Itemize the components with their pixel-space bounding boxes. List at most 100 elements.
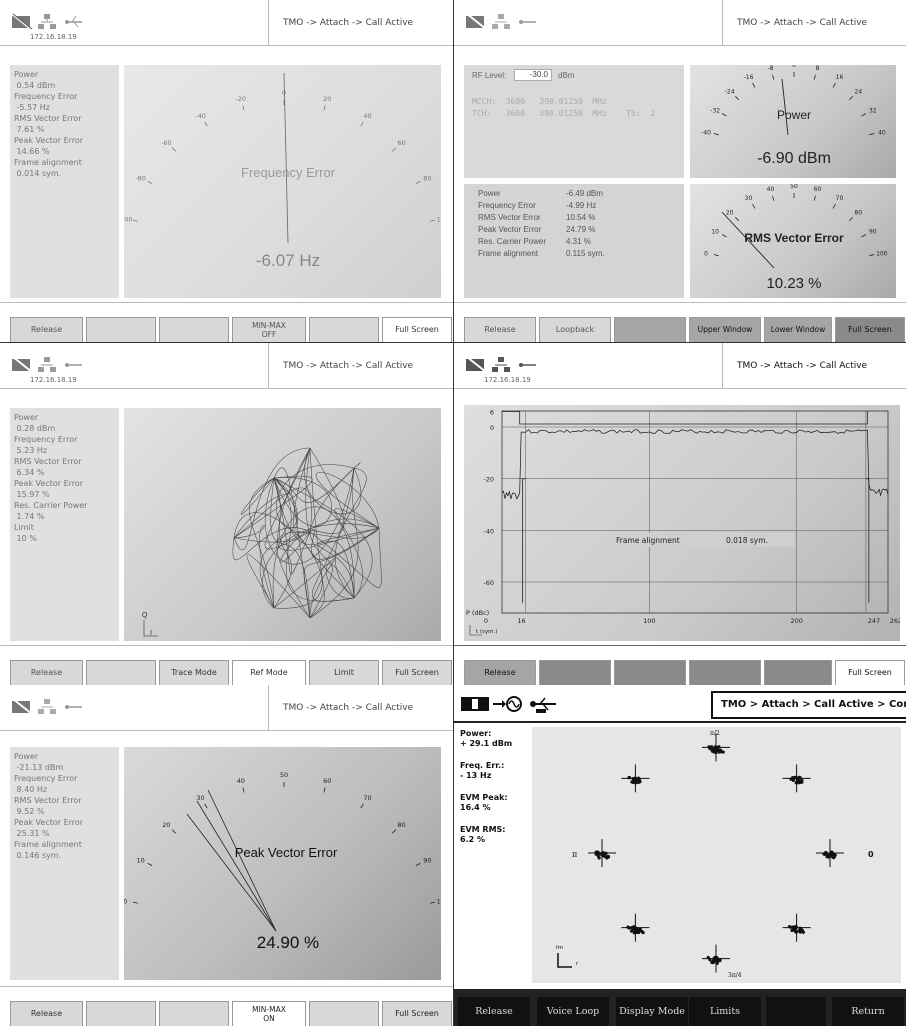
- softkey-2[interactable]: [86, 1001, 156, 1026]
- monitor-off-icon: [11, 13, 33, 31]
- y-axis-label: P (dBc): [466, 609, 489, 617]
- trace-curve: [273, 467, 355, 503]
- scale-label: -40: [195, 112, 206, 120]
- full-screen-button[interactable]: Full Screen: [382, 660, 452, 685]
- limit-button[interactable]: Limit: [309, 660, 379, 685]
- min-max-button[interactable]: MIN-MAX ON: [232, 1001, 306, 1026]
- connection-icons: [11, 13, 82, 31]
- reading-line: Frame alignment: [14, 840, 82, 849]
- reading-line: EVM RMS:: [460, 825, 506, 834]
- voice-loop-button[interactable]: Voice Loop: [537, 997, 609, 1026]
- softkey-5[interactable]: [309, 1001, 379, 1026]
- full-screen-button[interactable]: Full Screen: [382, 317, 452, 342]
- full-screen-button[interactable]: Full Screen: [835, 660, 905, 685]
- release-button[interactable]: Release: [10, 660, 83, 685]
- header-bar: 172.16.18.19 TMO -> Attach -> Call Activ…: [454, 343, 906, 389]
- reading-line: Power: [14, 70, 39, 79]
- three-pi-quarter-label: 3π/4: [728, 972, 742, 979]
- scale-label: -16: [744, 74, 754, 81]
- scale-tick: [242, 787, 245, 793]
- readings-box: Power -6.49 dBm Frequency Error -4.99 Hz RMS…: [464, 184, 684, 298]
- min-max-label: MIN-MAX: [252, 1005, 286, 1014]
- connection-icons: [466, 13, 536, 30]
- scale-tick: [832, 82, 836, 88]
- symbol-point: [636, 776, 641, 780]
- reading-row: Frequency Error -4.99 Hz: [478, 200, 684, 212]
- ref-mode-button[interactable]: Ref Mode: [232, 660, 306, 685]
- scale-label: 80: [398, 821, 406, 829]
- reading-row: Res. Carrier Power 4.31 %: [478, 236, 684, 248]
- trace-curve: [309, 467, 359, 619]
- lower-window-button[interactable]: Lower Window: [764, 317, 832, 342]
- release-button[interactable]: Release: [464, 660, 536, 685]
- reading-line: Limit: [14, 523, 34, 532]
- scale-tick: [869, 133, 875, 136]
- scale-label: 16: [836, 74, 844, 81]
- full-screen-button[interactable]: Full Screen: [382, 1001, 452, 1026]
- limit-line: [522, 478, 526, 603]
- softkey-4[interactable]: [689, 660, 761, 685]
- softkey-5[interactable]: [309, 317, 379, 342]
- scale-tick: [735, 217, 740, 222]
- reading-row: RMS Vector Error 10.54 %: [478, 212, 684, 224]
- min-max-button[interactable]: MIN-MAX OFF: [232, 317, 306, 342]
- scale-tick: [391, 147, 397, 152]
- softkey-5[interactable]: [764, 660, 832, 685]
- softkey-2[interactable]: [539, 660, 611, 685]
- display-mode-button[interactable]: Display Mode: [616, 997, 688, 1026]
- reading-line: 0.146 sym.: [14, 851, 62, 860]
- rf-level-input[interactable]: -30.0: [514, 69, 552, 81]
- limit-line: [502, 411, 868, 425]
- softkey-3[interactable]: [159, 1001, 229, 1026]
- softkey-3[interactable]: [614, 660, 686, 685]
- y-tick-label: -60: [483, 579, 494, 587]
- plot-frame: [501, 410, 889, 614]
- symbol-point: [641, 931, 645, 935]
- scale-tick: [752, 203, 756, 209]
- softkey-2[interactable]: [86, 660, 156, 685]
- status-breadcrumb: TMO -> Attach -> Call Active: [268, 343, 453, 389]
- reading-line: 14.66 %: [14, 147, 50, 156]
- softkey-2[interactable]: [86, 317, 156, 342]
- symbol-point: [713, 955, 717, 960]
- upper-window-button[interactable]: Upper Window: [689, 317, 761, 342]
- reading-line: Peak Vector Error: [14, 479, 84, 488]
- full-screen-button[interactable]: Full Screen: [835, 317, 905, 342]
- min-max-label: MIN-MAX: [252, 321, 286, 330]
- trace-curve: [334, 508, 380, 599]
- symbol-point: [603, 851, 608, 855]
- symbol-point: [794, 925, 798, 929]
- symbol-point: [788, 925, 793, 929]
- reading-row: Peak Vector Error 24.79 %: [478, 224, 684, 236]
- reading-value: -6.49 dBm: [566, 189, 603, 198]
- release-button[interactable]: Release: [464, 317, 536, 342]
- power-meter: -40 -32 -24 -16 -8 0 8 16 24 32 40 Power -6.90 dBm: [690, 65, 896, 178]
- header-bar: 172.16.18.19 TMO -> Attach -> Call Activ…: [0, 343, 453, 389]
- reading-label: Peak Vector Error: [478, 225, 542, 234]
- scale-label: 90: [423, 856, 431, 864]
- scale-label: 80: [855, 210, 863, 217]
- trace-mode-button[interactable]: Trace Mode: [159, 660, 229, 685]
- ip-address: 172.16.18.19: [30, 33, 77, 41]
- header-bar: TMO > Attach > Call Active > Con: [454, 685, 906, 723]
- return-button[interactable]: Return: [832, 997, 904, 1026]
- release-button[interactable]: Release: [458, 997, 530, 1026]
- scale-tick: [360, 803, 364, 809]
- scale-tick: [721, 234, 727, 238]
- reading-line: 15.97 %: [14, 490, 50, 499]
- softkey-3[interactable]: [614, 317, 686, 342]
- release-button[interactable]: Release: [10, 1001, 83, 1026]
- battery-icon: [461, 697, 489, 711]
- softkey-3[interactable]: [159, 317, 229, 342]
- reading-line: 0.014 sym.: [14, 169, 62, 178]
- loopback-button[interactable]: Loopback: [539, 317, 611, 342]
- scale-label: 8: [816, 65, 820, 72]
- limits-button[interactable]: Limits: [689, 997, 761, 1026]
- panel-constellation-trace: 172.16.18.19 TMO -> Attach -> Call Activ…: [0, 343, 453, 685]
- softkey-5[interactable]: [766, 997, 826, 1026]
- scale-label: 0: [704, 250, 708, 257]
- scale-label: 50: [280, 771, 288, 779]
- pi-label: π: [572, 850, 577, 859]
- release-button[interactable]: Release: [10, 317, 83, 342]
- scale-label: 20: [323, 95, 331, 103]
